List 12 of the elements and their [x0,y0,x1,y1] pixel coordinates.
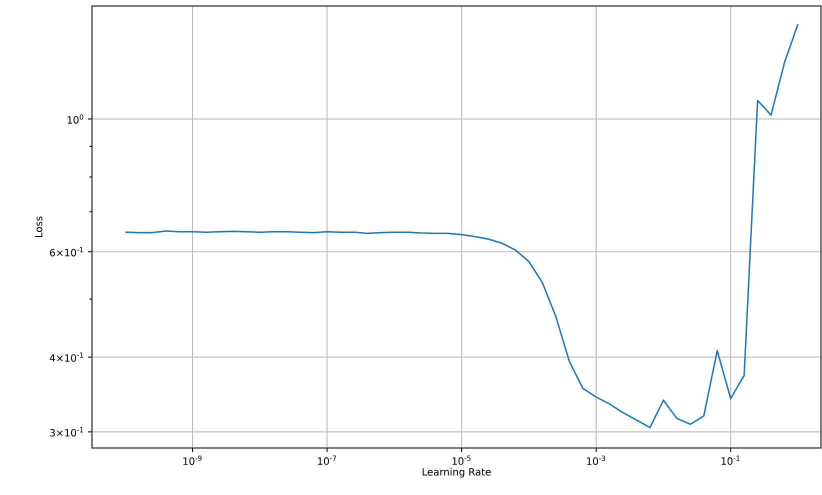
y-tick-label: 3×10$^{-1}$ [50,427,84,437]
x-tick-label: 10$^{-1}$ [722,456,740,465]
y-axis-title: Loss [34,216,42,237]
y-tick-label: 4×10$^{-1}$ [50,352,84,362]
x-tick-label: 10$^{-5}$ [452,456,471,465]
line-series [124,23,799,428]
x-tick-label: 10$^{-3}$ [587,456,606,465]
y-tick-label: 10$^{0}$ [68,114,84,124]
x-tick-label: 10$^{-9}$ [183,456,202,465]
x-tick-label: 10$^{-7}$ [318,456,336,465]
x-axis-title: Learning Rate [422,468,491,478]
y-tick-label: 6×10$^{-1}$ [50,247,84,256]
